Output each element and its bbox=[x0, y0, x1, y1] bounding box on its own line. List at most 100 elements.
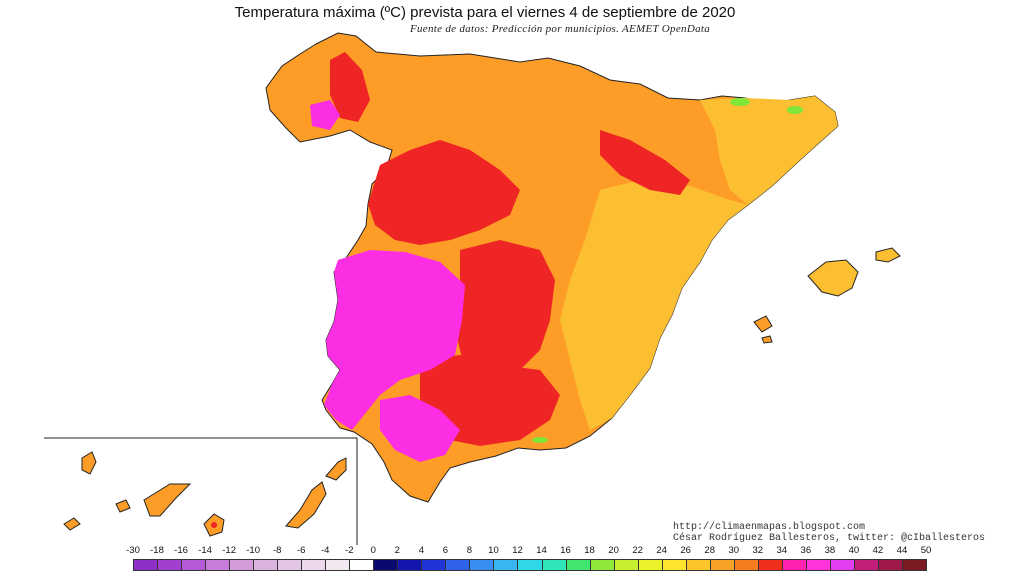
legend-swatch bbox=[853, 559, 879, 571]
legend-swatch bbox=[181, 559, 207, 571]
temperature-legend: -30 -18 -16 -14 -12 -10 -8 -6 -4 -2 0 2 4 6 8 10 12 14 16 1… bbox=[0, 545, 1024, 576]
legend-tick: 20 bbox=[608, 545, 619, 556]
hot-zone-centre bbox=[455, 240, 555, 380]
legend-tick: -30 bbox=[126, 545, 140, 556]
island-la-palma bbox=[81, 451, 97, 475]
legend-swatch bbox=[589, 559, 615, 571]
canary-inset-frame bbox=[44, 437, 358, 545]
legend-tick: 14 bbox=[536, 545, 547, 556]
legend-tick: 16 bbox=[560, 545, 571, 556]
legend-tick: 4 bbox=[418, 545, 425, 556]
legend-swatch bbox=[709, 559, 735, 571]
legend-tick: -6 bbox=[296, 545, 306, 556]
legend-swatch bbox=[133, 559, 159, 571]
legend-tick: 50 bbox=[920, 545, 932, 556]
temperature-map bbox=[44, 32, 901, 545]
cool-zone-granada bbox=[532, 437, 548, 443]
legend-tick: 2 bbox=[394, 545, 400, 556]
legend-swatch bbox=[445, 559, 471, 571]
extreme-heat-guadalquivir bbox=[380, 395, 460, 462]
legend-tick: 0 bbox=[370, 545, 376, 556]
legend-tick: 22 bbox=[632, 545, 643, 556]
legend-tick: -2 bbox=[345, 545, 354, 556]
legend-swatch bbox=[829, 559, 855, 571]
hot-zone-ebro bbox=[600, 130, 690, 195]
legend-swatch bbox=[469, 559, 495, 571]
legend-tick: -8 bbox=[272, 545, 282, 556]
legend-swatch bbox=[685, 559, 711, 571]
legend-swatch bbox=[637, 559, 663, 571]
legend-swatch bbox=[733, 559, 759, 571]
legend-tick: -4 bbox=[321, 545, 330, 556]
legend-swatch bbox=[277, 559, 303, 571]
legend-tick: 10 bbox=[488, 545, 499, 556]
legend-swatch bbox=[397, 559, 423, 571]
legend-swatch bbox=[901, 559, 927, 571]
island-la-gomera bbox=[115, 499, 131, 513]
island-menorca bbox=[875, 247, 901, 263]
legend-swatch bbox=[349, 559, 375, 571]
legend-tick: 30 bbox=[728, 545, 740, 556]
hot-zone-northwest bbox=[368, 140, 520, 245]
legend-swatch bbox=[757, 559, 783, 571]
legend-swatch bbox=[325, 559, 351, 571]
extreme-heat-ourense bbox=[310, 100, 340, 130]
legend-swatch bbox=[493, 559, 519, 571]
legend-tick: 38 bbox=[824, 545, 836, 556]
legend-tick: -18 bbox=[150, 545, 164, 556]
island-el-hierro bbox=[63, 517, 81, 531]
legend-tick: 42 bbox=[872, 545, 884, 556]
legend-tick: -12 bbox=[222, 545, 236, 556]
cool-zone-pyrenees bbox=[730, 98, 750, 106]
legend-swatch bbox=[229, 559, 255, 571]
legend-swatch bbox=[517, 559, 543, 571]
extreme-heat-west bbox=[324, 250, 465, 430]
map-credits: http://climaenmapas.blogspot.com César R… bbox=[673, 522, 985, 544]
legend-swatch bbox=[613, 559, 639, 571]
legend-swatch bbox=[781, 559, 807, 571]
legend-tick: 44 bbox=[896, 545, 908, 556]
legend-swatch bbox=[301, 559, 327, 571]
legend-swatch bbox=[253, 559, 279, 571]
island-mallorca bbox=[807, 259, 859, 297]
island-lanzarote bbox=[325, 457, 347, 481]
island-fuerteventura bbox=[285, 481, 327, 529]
map-title: Temperatura máxima (ºC) prevista para el… bbox=[234, 4, 736, 21]
hot-spot-gran-canaria bbox=[211, 522, 217, 528]
island-ibiza bbox=[753, 315, 773, 333]
legend-swatch bbox=[541, 559, 567, 571]
legend-swatch bbox=[805, 559, 831, 571]
hot-zone-south bbox=[420, 355, 560, 446]
legend-tick: 40 bbox=[848, 545, 860, 556]
legend-tick: 26 bbox=[680, 545, 691, 556]
legend-tick: -16 bbox=[174, 545, 188, 556]
legend-swatch bbox=[661, 559, 687, 571]
island-formentera bbox=[761, 335, 773, 344]
legend-swatch bbox=[205, 559, 231, 571]
legend-tick: 6 bbox=[442, 545, 449, 556]
hot-zone-galicia bbox=[330, 52, 370, 122]
legend-tick: 34 bbox=[776, 545, 788, 556]
east-coast-region bbox=[560, 180, 748, 430]
legend-tick: 12 bbox=[512, 545, 523, 556]
blog-url: http://climaenmapas.blogspot.com bbox=[673, 522, 866, 533]
legend-swatch bbox=[373, 559, 399, 571]
author-credit: César Rodríguez Ballesteros, twitter: @c… bbox=[673, 533, 986, 544]
island-tenerife bbox=[143, 483, 192, 517]
legend-tick: 8 bbox=[466, 545, 473, 556]
legend-tick: -14 bbox=[198, 545, 212, 556]
legend-swatch bbox=[565, 559, 591, 571]
legend-tick: 32 bbox=[752, 545, 764, 556]
legend-tick: 18 bbox=[584, 545, 595, 556]
legend-tick: 28 bbox=[704, 545, 716, 556]
legend-tick: 24 bbox=[656, 545, 667, 556]
legend-swatch bbox=[421, 559, 447, 571]
legend-swatch bbox=[877, 559, 903, 571]
peninsula-region bbox=[265, 32, 839, 503]
legend-swatch bbox=[157, 559, 183, 571]
catalonia-region bbox=[700, 96, 838, 205]
legend-tick: 36 bbox=[800, 545, 812, 556]
data-source: Fuente de datos: Predicción por municipi… bbox=[409, 23, 711, 35]
cool-zone-catalonia bbox=[787, 106, 803, 114]
legend-tick: -10 bbox=[246, 545, 261, 556]
